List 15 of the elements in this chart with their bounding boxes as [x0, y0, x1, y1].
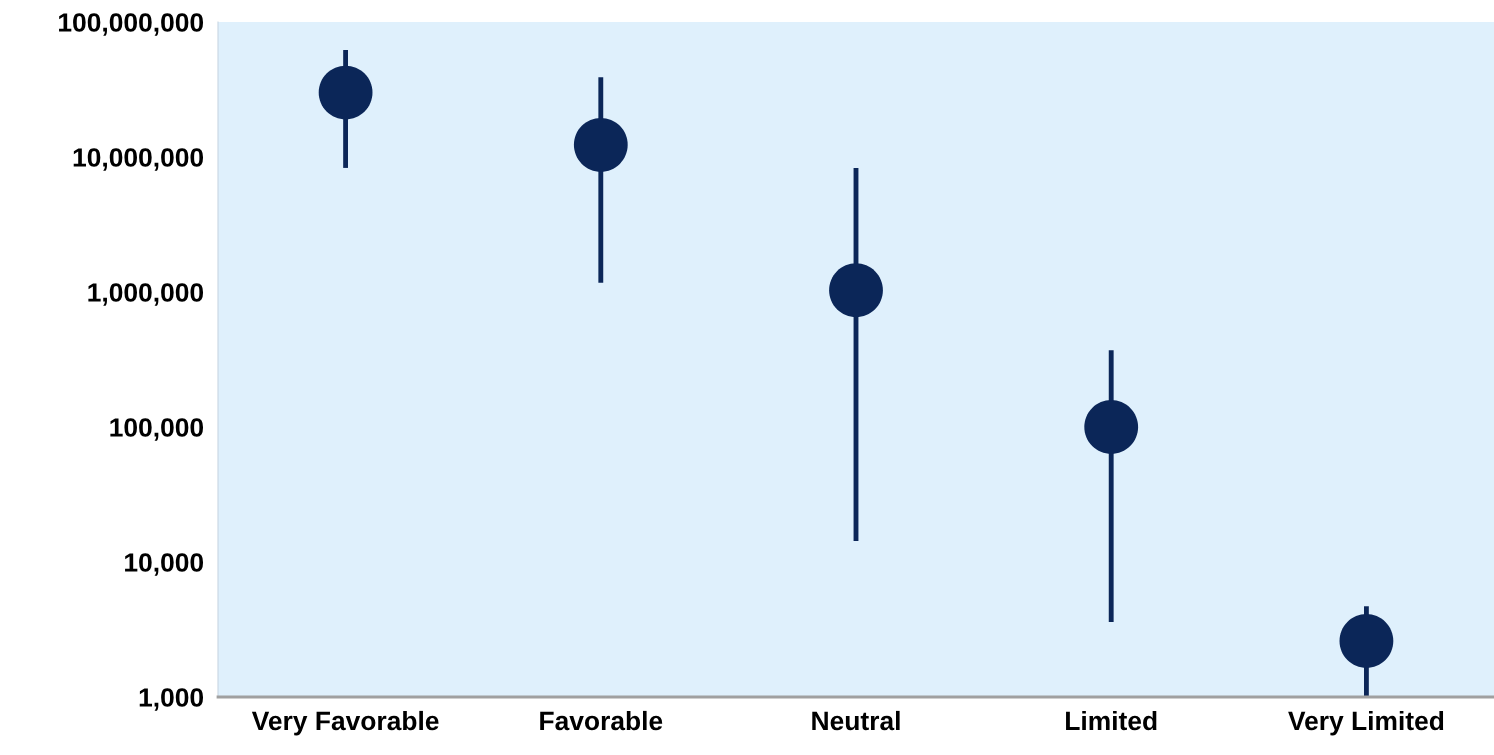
x-tick-label: Limited [1066, 710, 1157, 731]
x-tick-label: Very Limited [1288, 710, 1444, 736]
y-tick-label: 10,000,000 [73, 148, 204, 171]
point [318, 65, 373, 120]
x-tick-label: Favorable [540, 710, 663, 731]
y-tick-label: 10,000 [125, 553, 204, 576]
y-tick-label: 100,000,000 [59, 13, 204, 36]
x-tick-label: Neutral [812, 710, 900, 731]
y-tick-label: 1,000,000 [88, 283, 204, 306]
y-tick-label: 100,000 [110, 418, 204, 441]
y-tick-label: 1,000 [139, 688, 204, 711]
point [829, 263, 883, 318]
point [1084, 400, 1139, 454]
x-tick-label: Very Favorable [251, 710, 439, 736]
point [573, 117, 628, 172]
